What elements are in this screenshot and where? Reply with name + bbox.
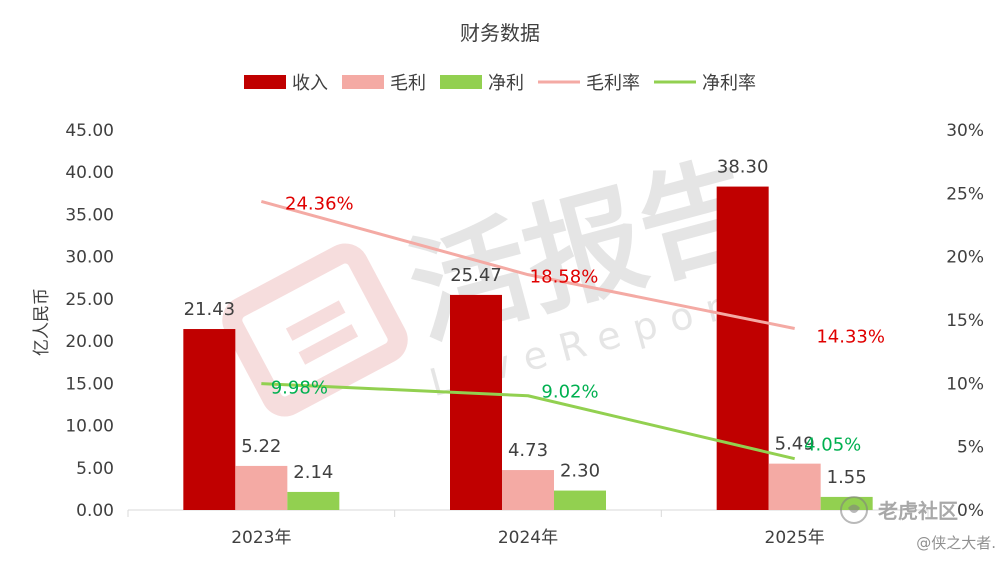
data-label-毛利: 5.22 [241, 436, 281, 457]
y-axis-label: 亿人民币 [32, 288, 52, 356]
data-label-净利率: 9.02% [541, 382, 598, 403]
y-tick-label: 40.00 [65, 163, 114, 183]
watermark-logo-icon [222, 243, 408, 417]
data-labels: 21.43 25.47 38.30 5.22 4.73 5.49 2.14 2.30 1.55 2… [184, 157, 885, 488]
y-tick-label: 5.00 [76, 459, 114, 479]
legend-swatch [342, 75, 384, 89]
line-毛利率 [260, 199, 795, 330]
bar-收入 [450, 294, 502, 510]
legend-label: 净利率 [702, 73, 756, 94]
y2-tick-label: 30% [946, 121, 984, 141]
data-label-毛利率: 14.33% [816, 326, 885, 347]
bars [183, 186, 873, 511]
x-tick-label: 2024年 [498, 528, 558, 548]
legend-label: 毛利率 [586, 73, 640, 94]
bar-净利 [287, 491, 340, 510]
footer-brand: 老虎社区 [840, 496, 958, 524]
bar-净利 [820, 496, 873, 510]
data-label-净利率: 4.05% [804, 435, 861, 456]
data-label-净利: 1.55 [827, 467, 867, 488]
x-tick-label: 2023年 [231, 528, 291, 548]
data-label-收入: 25.47 [450, 265, 502, 286]
y-tick-label: 0.00 [76, 501, 114, 521]
data-label-毛利率: 18.58% [530, 267, 599, 288]
footer-author: @侠之大者. [916, 534, 996, 552]
y-tick-label: 20.00 [65, 332, 114, 352]
bar-毛利 [768, 463, 821, 510]
y-tick-label: 45.00 [65, 121, 114, 141]
data-label-净利率: 9.98% [271, 378, 328, 399]
y-tick-label: 25.00 [65, 290, 114, 310]
y2-tick-label: 20% [946, 248, 984, 268]
legend-label: 毛利 [390, 73, 426, 94]
y-tick-label: 35.00 [65, 205, 114, 225]
y-tick-label: 10.00 [65, 417, 114, 437]
bar-毛利 [235, 465, 288, 510]
bar-收入 [716, 186, 769, 511]
data-label-净利: 2.14 [293, 462, 333, 483]
bar-净利 [554, 490, 606, 510]
axes: 0.00 5.00 10.00 15.00 20.00 25.00 30.00 35.00 40… [65, 121, 984, 548]
y2-tick-label: 0% [957, 501, 984, 521]
tiger-logo-icon [840, 496, 868, 524]
chart-title: 财务数据 [460, 21, 540, 45]
lines [260, 199, 796, 461]
data-label-收入: 21.43 [184, 299, 236, 320]
y-tick-label: 30.00 [65, 248, 114, 268]
y2-tick-label: 15% [946, 311, 984, 331]
x-tick-label: 2025年 [765, 528, 825, 548]
line-净利率 [261, 382, 796, 461]
legend-swatch [440, 75, 482, 89]
data-label-毛利: 5.49 [775, 434, 815, 455]
y-tick-label: 15.00 [65, 374, 114, 394]
data-label-毛利: 4.73 [508, 440, 548, 461]
footer-brand-text: 老虎社区 [878, 499, 958, 523]
legend: 收入 毛利 净利 毛利率 净利率 [244, 73, 756, 94]
legend-label: 净利 [488, 73, 524, 94]
legend-swatch [244, 75, 286, 89]
y2-tick-label: 10% [946, 374, 984, 394]
bar-毛利 [502, 470, 554, 510]
data-label-毛利率: 24.36% [285, 193, 354, 214]
legend-label: 收入 [292, 73, 328, 94]
bar-收入 [183, 329, 236, 510]
data-label-净利: 2.30 [560, 461, 600, 482]
data-label-收入: 38.30 [717, 157, 769, 178]
y2-tick-label: 25% [946, 184, 984, 204]
y2-tick-label: 5% [957, 438, 984, 458]
